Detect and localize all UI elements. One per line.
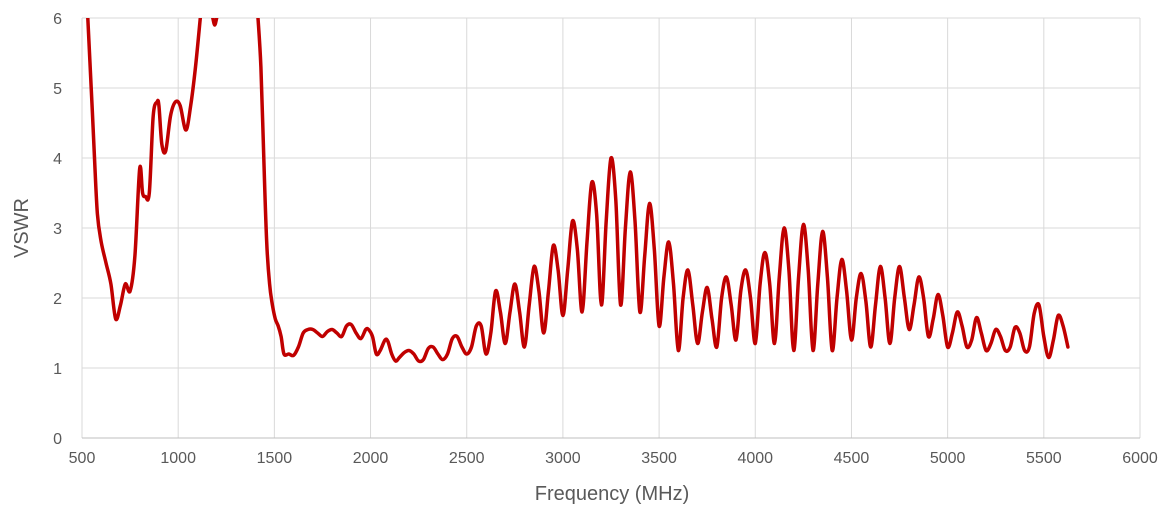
x-tick-label: 4500 xyxy=(834,450,870,467)
y-tick-label: 5 xyxy=(53,81,62,98)
x-tick-label: 3000 xyxy=(545,450,581,467)
x-tick-label: 5500 xyxy=(1026,450,1062,467)
vswr-line xyxy=(211,18,219,27)
x-tick-label: 1000 xyxy=(160,450,196,467)
plot-series xyxy=(86,18,1070,364)
x-axis-ticks: 500 1000 1500 2000 2500 3000 3500 4000 4500 5000 5… xyxy=(69,450,1158,467)
x-tick-label: 2500 xyxy=(449,450,485,467)
y-tick-label: 2 xyxy=(53,291,62,308)
vswr-line xyxy=(86,18,203,322)
x-tick-label: 2000 xyxy=(353,450,389,467)
y-tick-label: 6 xyxy=(53,11,62,28)
y-tick-label: 4 xyxy=(53,151,62,168)
y-tick-label: 0 xyxy=(53,431,62,448)
x-tick-label: 4000 xyxy=(737,450,773,467)
y-tick-label: 3 xyxy=(53,221,62,238)
x-tick-label: 6000 xyxy=(1122,450,1158,467)
x-tick-label: 3500 xyxy=(641,450,677,467)
vswr-line xyxy=(256,18,1070,364)
y-axis-title: VSWR xyxy=(11,198,33,258)
grid-lines xyxy=(81,17,1141,439)
x-tick-label: 5000 xyxy=(930,450,966,467)
x-axis-title: Frequency (MHz) xyxy=(535,483,689,505)
y-axis-ticks: 0 1 2 3 4 5 6 xyxy=(53,11,62,448)
x-tick-label: 1500 xyxy=(257,450,293,467)
x-tick-label: 500 xyxy=(69,450,96,467)
y-tick-label: 1 xyxy=(53,361,62,378)
